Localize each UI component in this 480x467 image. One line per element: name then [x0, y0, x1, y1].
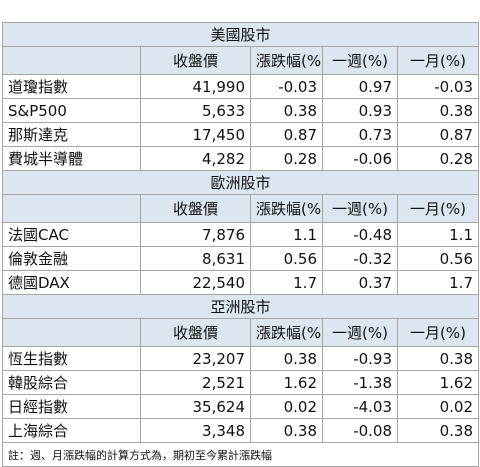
value-cell: 0.87 — [397, 122, 479, 147]
data-row: 倫敦金融 8,631 0.56 -0.32 0.56 — [2, 246, 479, 271]
data-row: 韓股綜合 2,521 1.62 -1.38 1.62 — [2, 370, 479, 395]
table-body: 美國股市 收盤價 漲跌幅(%) 一週(%) 一月(%) 道瓊指數 41,990 -0.03 0.… — [2, 22, 479, 467]
value-cell: 0.38 — [250, 346, 323, 371]
index-name: 那斯達克 — [2, 122, 141, 147]
value-cell: 0.56 — [397, 246, 479, 271]
value-cell: 0.38 — [250, 98, 323, 123]
value-cell: 8,631 — [140, 246, 251, 271]
value-cell: 0.73 — [322, 122, 398, 147]
value-cell: -0.08 — [322, 418, 398, 443]
value-cell: 1.1 — [250, 222, 323, 247]
value-cell: 7,876 — [140, 222, 251, 247]
index-name: 倫敦金融 — [2, 246, 141, 271]
market-table: 美國股市 收盤價 漲跌幅(%) 一週(%) 一月(%) 道瓊指數 41,990 -0.03 0.… — [2, 22, 479, 467]
value-cell: 1.1 — [397, 222, 479, 247]
index-name: 韓股綜合 — [2, 370, 141, 395]
value-cell: 1.7 — [397, 270, 479, 295]
value-cell: -0.32 — [322, 246, 398, 271]
section-title: 歐洲股市 — [2, 170, 479, 195]
value-cell: 1.7 — [250, 270, 323, 295]
header-row: 收盤價 漲跌幅(%) 一週(%) 一月(%) — [2, 318, 479, 347]
index-name: 法國CAC — [2, 222, 141, 247]
header-cell: 一週(%) — [322, 318, 398, 347]
value-cell: 0.02 — [250, 394, 323, 419]
header-cell: 一月(%) — [397, 46, 479, 75]
data-row: 日經指數 35,624 0.02 -4.03 0.02 — [2, 394, 479, 419]
index-name: 日經指數 — [2, 394, 141, 419]
value-cell: 22,540 — [140, 270, 251, 295]
header-cell: 收盤價 — [140, 46, 251, 75]
value-cell: 0.38 — [397, 98, 479, 123]
section-title-row: 美國股市 — [2, 22, 479, 47]
header-cell: 收盤價 — [140, 194, 251, 223]
header-cell: 一週(%) — [322, 194, 398, 223]
header-cell: 一週(%) — [322, 46, 398, 75]
index-name: 道瓊指數 — [2, 74, 141, 99]
header-cell: 一月(%) — [397, 318, 479, 347]
header-cell: 漲跌幅(%) — [250, 194, 323, 223]
value-cell: -0.48 — [322, 222, 398, 247]
header-cell — [2, 194, 141, 223]
value-cell: 2,521 — [140, 370, 251, 395]
value-cell: 0.02 — [397, 394, 479, 419]
value-cell: 1.62 — [397, 370, 479, 395]
value-cell: 23,207 — [140, 346, 251, 371]
section-title-row: 亞洲股市 — [2, 294, 479, 319]
value-cell: 0.38 — [397, 346, 479, 371]
data-row: 德國DAX 22,540 1.7 0.37 1.7 — [2, 270, 479, 295]
value-cell: 17,450 — [140, 122, 251, 147]
value-cell: 0.38 — [397, 418, 479, 443]
value-cell: 0.97 — [322, 74, 398, 99]
section-title: 亞洲股市 — [2, 294, 479, 319]
value-cell: 5,633 — [140, 98, 251, 123]
data-row: 法國CAC 7,876 1.1 -0.48 1.1 — [2, 222, 479, 247]
value-cell: -0.06 — [322, 146, 398, 171]
value-cell: -0.03 — [397, 74, 479, 99]
value-cell: -0.93 — [322, 346, 398, 371]
value-cell: 35,624 — [140, 394, 251, 419]
header-row: 收盤價 漲跌幅(%) 一週(%) 一月(%) — [2, 194, 479, 223]
value-cell: 0.37 — [322, 270, 398, 295]
section-title: 美國股市 — [2, 22, 479, 47]
note: 註：週、月漲跌幅的計算方式為，期初至今累計漲跌幅 — [2, 442, 479, 467]
data-row: 那斯達克 17,450 0.87 0.73 0.87 — [2, 122, 479, 147]
value-cell: 0.87 — [250, 122, 323, 147]
index-name: S&P500 — [2, 98, 141, 123]
header-cell — [2, 46, 141, 75]
header-cell: 漲跌幅(%) — [250, 318, 323, 347]
header-cell: 漲跌幅(%) — [250, 46, 323, 75]
table-container: 美國股市 收盤價 漲跌幅(%) 一週(%) 一月(%) 道瓊指數 41,990 -0.03 0.… — [2, 22, 479, 467]
data-row: 道瓊指數 41,990 -0.03 0.97 -0.03 — [2, 74, 479, 99]
value-cell: -0.03 — [250, 74, 323, 99]
value-cell: 4,282 — [140, 146, 251, 171]
data-row: S&P500 5,633 0.38 0.93 0.38 — [2, 98, 479, 123]
header-cell: 收盤價 — [140, 318, 251, 347]
value-cell: 0.38 — [250, 418, 323, 443]
data-row: 上海綜合 3,348 0.38 -0.08 0.38 — [2, 418, 479, 443]
header-cell — [2, 318, 141, 347]
value-cell: 3,348 — [140, 418, 251, 443]
index-name: 恆生指數 — [2, 346, 141, 371]
value-cell: 41,990 — [140, 74, 251, 99]
value-cell: 0.56 — [250, 246, 323, 271]
value-cell: 0.28 — [397, 146, 479, 171]
index-name: 費城半導體 — [2, 146, 141, 171]
section-title-row: 歐洲股市 — [2, 170, 479, 195]
index-name: 德國DAX — [2, 270, 141, 295]
header-row: 收盤價 漲跌幅(%) 一週(%) 一月(%) — [2, 46, 479, 75]
data-row: 費城半導體 4,282 0.28 -0.06 0.28 — [2, 146, 479, 171]
note-row: 註：週、月漲跌幅的計算方式為，期初至今累計漲跌幅 — [2, 442, 479, 467]
value-cell: -1.38 — [322, 370, 398, 395]
value-cell: 0.28 — [250, 146, 323, 171]
value-cell: -4.03 — [322, 394, 398, 419]
header-cell: 一月(%) — [397, 194, 479, 223]
index-name: 上海綜合 — [2, 418, 141, 443]
data-row: 恆生指數 23,207 0.38 -0.93 0.38 — [2, 346, 479, 371]
value-cell: 0.93 — [322, 98, 398, 123]
value-cell: 1.62 — [250, 370, 323, 395]
